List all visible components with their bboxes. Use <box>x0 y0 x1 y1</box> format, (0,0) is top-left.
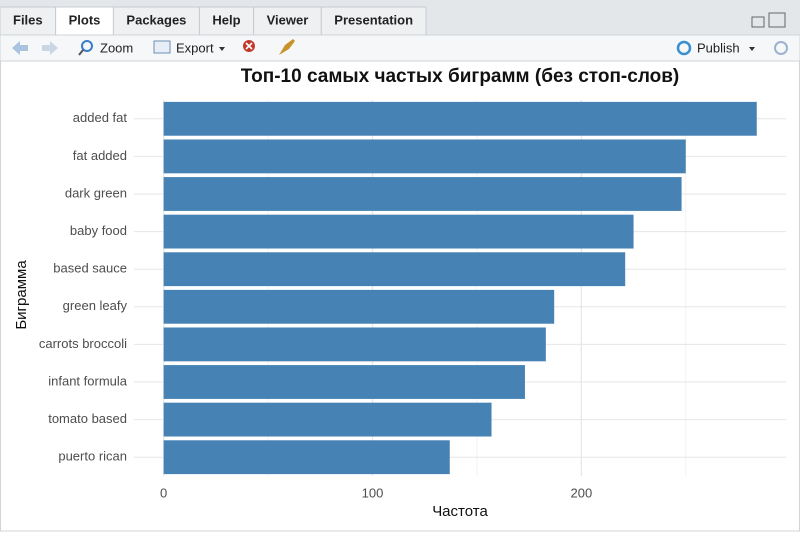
zoom-icon-handle <box>78 49 84 56</box>
export-icon <box>153 40 171 54</box>
bar <box>163 139 686 174</box>
export-label: Export <box>176 40 214 55</box>
x-tick-label: 0 <box>160 485 167 500</box>
bar <box>163 101 757 136</box>
minimize-button[interactable] <box>751 16 765 28</box>
tab[interactable]: Help <box>198 6 255 36</box>
chart-title: Топ-10 самых частых биграмм (без стоп-сл… <box>241 66 680 87</box>
tab[interactable]: Plots <box>55 6 114 36</box>
tab[interactable]: Files <box>0 6 57 36</box>
bar <box>163 214 634 249</box>
tab[interactable]: Packages <box>112 6 200 36</box>
remove-icon-x <box>245 42 253 50</box>
y-axis-label: Биграмма <box>13 260 30 330</box>
y-tick-label: green leafy <box>63 298 128 313</box>
back-button[interactable] <box>12 41 28 55</box>
tab-background <box>198 6 255 36</box>
bar <box>163 365 525 399</box>
y-tick-label: carrots broccoli <box>39 336 127 351</box>
publish-icon <box>676 40 692 56</box>
publish-button[interactable]: Publish <box>676 40 755 56</box>
tab-background <box>112 6 200 36</box>
y-tick-label: baby food <box>70 223 127 238</box>
publish-label: Publish <box>697 40 740 55</box>
tab-label: Presentation <box>334 12 413 27</box>
zoom-label: Zoom <box>100 40 133 55</box>
x-tick-label: 100 <box>362 485 384 500</box>
y-tick-label: puerto rican <box>58 449 127 464</box>
export-button[interactable]: Export <box>153 40 225 55</box>
refresh-button[interactable] <box>774 41 788 55</box>
tab-label: Viewer <box>267 12 309 27</box>
tab-label: Help <box>212 12 240 27</box>
clear-all-button[interactable] <box>279 39 295 55</box>
tab[interactable]: Viewer <box>253 6 322 36</box>
y-tick-label: infant formula <box>48 373 128 388</box>
y-tick-label: added fat <box>73 110 128 125</box>
bar <box>163 177 682 211</box>
y-tick-label: fat added <box>73 148 127 163</box>
tabs: Files Plots Packages Help Viewer Presentation <box>0 6 427 36</box>
forward-button[interactable] <box>42 41 58 55</box>
tab-label: Plots <box>69 12 101 27</box>
bar <box>163 252 626 287</box>
y-tick-label: based sauce <box>53 261 127 276</box>
zoom-button[interactable]: Zoom <box>78 40 133 56</box>
tab[interactable]: Presentation <box>320 6 427 36</box>
bar <box>163 402 492 437</box>
publish-caret <box>749 47 755 51</box>
bar <box>163 289 555 324</box>
chart: Топ-10 самых частых биграмм (без стоп-сл… <box>13 66 786 520</box>
bar <box>163 440 450 475</box>
y-tick-label: tomato based <box>48 411 127 426</box>
tab-background <box>320 6 427 36</box>
maximize-button[interactable] <box>768 12 786 28</box>
zoom-icon <box>81 40 93 52</box>
bar <box>163 327 546 362</box>
x-axis-label: Частота <box>432 503 488 520</box>
tab-background <box>0 6 57 36</box>
remove-plot-button[interactable] <box>243 40 255 52</box>
y-tick-label: dark green <box>65 185 127 200</box>
export-caret <box>219 47 225 51</box>
tab-label: Files <box>13 12 43 27</box>
x-tick-label: 200 <box>570 485 592 500</box>
tab-label: Packages <box>126 12 186 27</box>
